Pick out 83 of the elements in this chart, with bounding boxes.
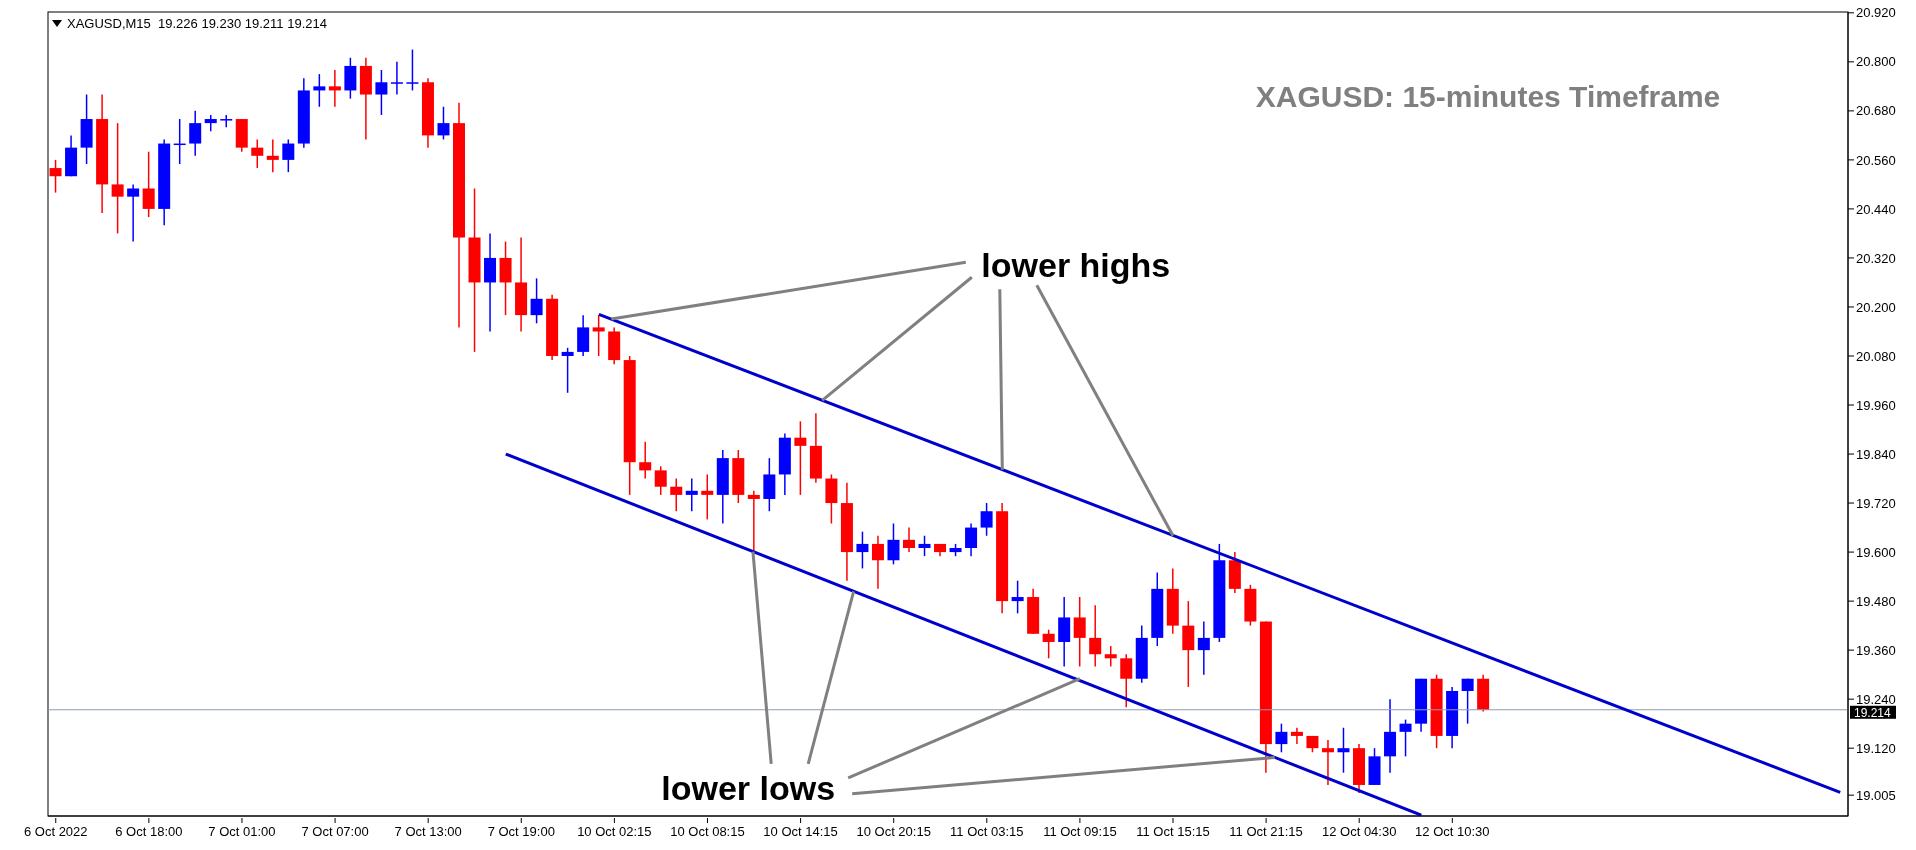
- candlestick: [856, 530, 869, 570]
- candlestick: [1290, 727, 1303, 745]
- candlestick: [390, 61, 403, 96]
- ref-line-label: 19.214: [1854, 705, 1892, 720]
- x-tick-label: 10 Oct 08:15: [670, 824, 745, 839]
- candlestick: [1197, 620, 1210, 676]
- candlestick: [965, 522, 978, 557]
- y-tick-label: 20.920: [1856, 5, 1896, 21]
- y-tick-label: 19.005: [1856, 787, 1896, 803]
- x-tick-label: 11 Oct 09:15: [1043, 824, 1117, 839]
- candlestick: [1042, 628, 1055, 660]
- candlestick: [1275, 722, 1288, 754]
- candlestick: [1321, 739, 1334, 786]
- y-tick-label: 19.480: [1856, 593, 1896, 609]
- y-tick-label: 19.960: [1856, 397, 1896, 413]
- candlestick: [685, 477, 698, 512]
- candlestick: [592, 314, 605, 357]
- y-tick-label: 19.120: [1856, 740, 1896, 756]
- candlestick: [670, 477, 683, 512]
- candlestick: [189, 110, 202, 157]
- candlestick: [561, 347, 574, 394]
- candlestick: [1011, 579, 1024, 615]
- candlestick: [701, 473, 714, 521]
- candlestick: [282, 138, 295, 173]
- candlestick: [918, 534, 931, 557]
- x-tick-label: 10 Oct 14:15: [763, 824, 838, 839]
- annotation: lower highs: [981, 246, 1171, 285]
- candlestick: [1120, 653, 1133, 709]
- y-tick-label: 20.320: [1856, 250, 1896, 266]
- x-tick-label: 7 Oct 13:00: [394, 824, 462, 839]
- candlestick: [313, 73, 326, 108]
- x-tick-label: 11 Oct 21:15: [1229, 824, 1303, 839]
- x-tick-label: 12 Oct 04:30: [1321, 824, 1397, 839]
- candlestick: [220, 114, 233, 128]
- x-tick-label: 10 Oct 20:15: [856, 824, 931, 839]
- candlestick: [1399, 718, 1412, 758]
- annotation: lower lows: [661, 768, 836, 807]
- y-tick-label: 19.240: [1856, 691, 1896, 707]
- candlestick: [406, 48, 419, 92]
- candlestick: [111, 122, 124, 235]
- x-tick-label: 11 Oct 03:15: [950, 824, 1024, 839]
- candlestick: [654, 465, 667, 496]
- y-tick-label: 19.360: [1856, 642, 1896, 658]
- y-tick-label: 20.800: [1856, 54, 1896, 70]
- candlestick: [49, 159, 62, 194]
- candlestick: [1337, 727, 1350, 774]
- candlestick: [530, 277, 543, 325]
- candlestick: [1073, 596, 1086, 668]
- x-tick-label: 10 Oct 02:15: [577, 824, 652, 839]
- x-tick-label: 6 Oct 18:00: [115, 824, 183, 839]
- candlestick: [794, 420, 807, 496]
- y-tick-label: 20.680: [1856, 103, 1896, 119]
- x-tick-label: 11 Oct 15:15: [1136, 824, 1210, 839]
- y-tick-label: 20.440: [1856, 201, 1896, 217]
- annotation: XAGUSD,M15 19.226 19.230 19.211 19.214: [67, 16, 327, 31]
- candlestick: [251, 138, 264, 169]
- y-tick-label: 19.840: [1856, 446, 1896, 462]
- candlestick: [980, 502, 993, 537]
- candlestick: [903, 526, 915, 553]
- candlestick: [375, 69, 388, 116]
- candlestick: [747, 490, 760, 553]
- y-tick-label: 19.720: [1856, 495, 1896, 511]
- candlestick: [127, 183, 140, 243]
- candlestick: [266, 138, 279, 173]
- candlestick: [1461, 677, 1474, 725]
- x-tick-label: 7 Oct 01:00: [208, 824, 276, 839]
- y-tick-label: 20.560: [1856, 152, 1896, 168]
- candlestick: [328, 69, 341, 108]
- candlestick: [437, 106, 450, 141]
- y-tick-label: 20.200: [1856, 299, 1896, 315]
- candlestick: [871, 534, 884, 590]
- x-tick-label: 12 Oct 10:30: [1415, 824, 1490, 839]
- x-tick-label: 7 Oct 19:00: [487, 824, 555, 839]
- y-tick-label: 19.600: [1856, 544, 1896, 560]
- candlestick: [639, 441, 652, 480]
- text: XAGUSD: 15-minutes Timeframe: [1255, 79, 1721, 113]
- x-tick-label: 7 Oct 07:00: [301, 824, 369, 839]
- x-tick-label: 6 Oct 2022: [23, 824, 88, 839]
- y-tick-label: 20.080: [1856, 348, 1896, 364]
- candlestick: [887, 522, 900, 566]
- candlestick: [142, 150, 155, 218]
- candlestick: [1104, 645, 1117, 668]
- candlestick: [1089, 604, 1102, 668]
